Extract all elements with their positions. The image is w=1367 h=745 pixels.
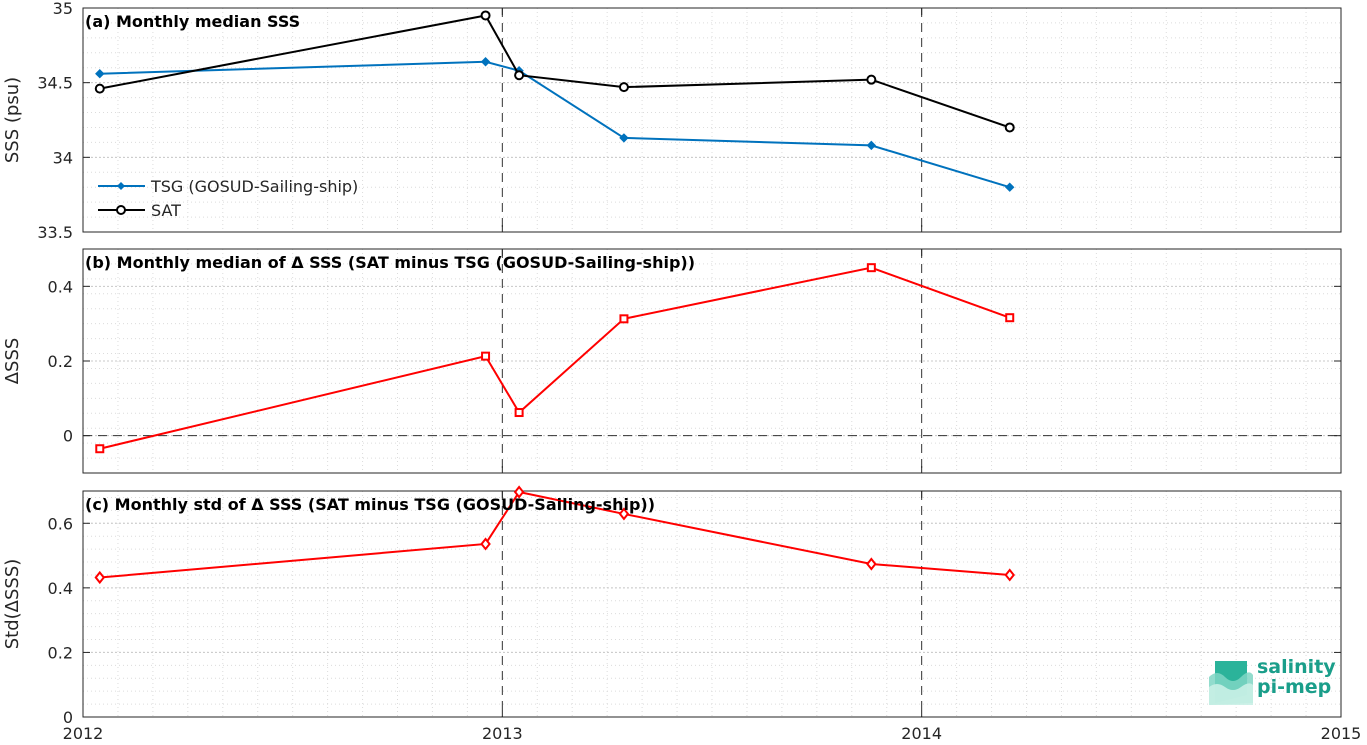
x-tick-label: 2015 — [1321, 724, 1362, 743]
data-point — [94, 83, 105, 94]
panel-title: (b) Monthly median of Δ SSS (SAT minus T… — [85, 253, 695, 272]
x-tick-label: 2012 — [63, 724, 104, 743]
legend-item: TSG (GOSUD-Sailing-ship) — [98, 177, 358, 196]
y-tick-label: 35 — [53, 0, 73, 18]
panel-a: 33.5 34 34.5 35 SSS (psu) (a) Monthly median … — [2, 0, 1342, 242]
legend-label: SAT — [151, 201, 181, 220]
panel-c: 0 0.2 0.4 0.6 2012 2013 2014 2015 Std(ΔSSS) (c) M… — [2, 485, 1362, 743]
axes-box — [82, 7, 1342, 233]
data-point — [619, 133, 629, 143]
data-point — [866, 557, 877, 571]
y-axis-label: SSS (psu) — [2, 77, 23, 163]
data-point — [619, 314, 629, 324]
series-polyline — [99, 14, 1011, 129]
data-point — [95, 68, 105, 79]
wave-logo-icon — [1209, 661, 1253, 705]
data-point — [480, 57, 491, 67]
data-point — [866, 140, 877, 151]
y-tick-label: 0.4 — [48, 277, 73, 296]
legend-item: SAT — [98, 201, 181, 220]
data-point — [618, 82, 629, 93]
series-line — [94, 485, 1016, 585]
data-point — [1005, 182, 1015, 192]
y-axis-label: ΔSSS — [2, 338, 23, 385]
y-tick-label: 0.4 — [48, 579, 73, 598]
y-tick-label: 0.6 — [48, 514, 73, 533]
data-point — [1004, 568, 1016, 582]
data-point — [1004, 122, 1015, 133]
data-point — [514, 70, 525, 81]
axes-box — [82, 490, 1342, 718]
data-point — [481, 351, 491, 361]
series-line — [95, 263, 1015, 454]
series-polyline — [99, 490, 1010, 579]
data-point — [95, 444, 105, 454]
series-line — [94, 10, 1015, 133]
y-tick-label: 34 — [53, 148, 73, 167]
x-tick-label: 2013 — [482, 724, 523, 743]
y-tick-label: 0 — [63, 708, 73, 727]
legend-marker — [117, 182, 125, 190]
salinity-pi-mep-logo: salinity pi-mep — [1207, 655, 1365, 707]
data-point — [866, 263, 876, 273]
logo-line-1: salinity — [1257, 656, 1336, 678]
data-point — [618, 507, 630, 521]
panel-b: 0 0.2 0.4 ΔSSS (b) Monthly median of Δ SSS (… — [2, 248, 1342, 474]
x-tick-label: 2014 — [901, 724, 942, 743]
legend: TSG (GOSUD-Sailing-ship) SAT — [98, 177, 358, 220]
data-point — [1005, 313, 1015, 323]
panel-title: (a) Monthly median SSS — [85, 12, 300, 31]
legend-label: TSG (GOSUD-Sailing-ship) — [150, 177, 358, 196]
series-line — [95, 57, 1015, 192]
y-tick-label: 0 — [63, 427, 73, 446]
data-point — [480, 10, 491, 21]
data-point — [513, 485, 525, 499]
series-polyline — [99, 60, 1011, 189]
y-tick-label: 33.5 — [37, 223, 73, 242]
y-tick-label: 0.2 — [48, 643, 73, 662]
y-tick-label: 0.2 — [48, 352, 73, 371]
y-tick-label: 34.5 — [37, 74, 73, 93]
series-polyline — [99, 266, 1011, 450]
data-point — [866, 74, 877, 85]
data-point — [514, 408, 524, 418]
legend-marker — [116, 205, 126, 215]
logo-line-2: pi-mep — [1257, 676, 1332, 698]
panel-title: (c) Monthly std of Δ SSS (SAT minus TSG … — [85, 495, 655, 514]
data-point — [94, 570, 106, 585]
data-point — [480, 537, 491, 551]
y-axis-label: Std(ΔSSS) — [2, 559, 23, 650]
